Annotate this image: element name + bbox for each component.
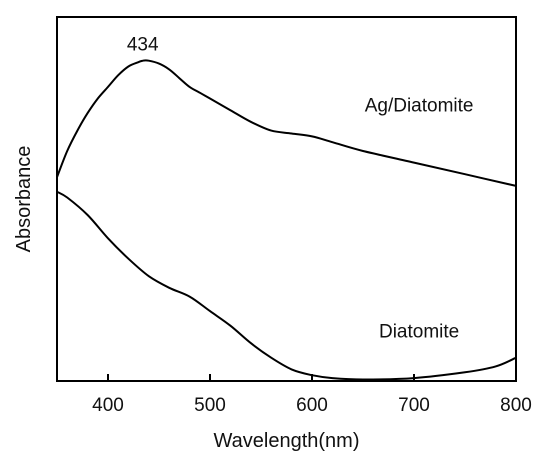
x-tick-label: 700 [398, 395, 430, 416]
x-tick-label: 500 [194, 395, 226, 416]
annotation-label: Ag/Diatomite [365, 96, 474, 117]
x-tick-label: 800 [500, 395, 532, 416]
series-line-diatomite [56, 190, 517, 381]
x-tick-label: 400 [92, 395, 124, 416]
annotation-label: Diatomite [379, 321, 459, 342]
annotation-label: 434 [127, 35, 159, 56]
y-axis-label: Absorbance [13, 146, 35, 253]
series-layer [56, 59, 517, 381]
series-line-ag-diatomite [56, 59, 517, 187]
annotation-layer: 434 Ag/Diatomite Diatomite [127, 35, 474, 343]
x-tick-label: 600 [296, 395, 328, 416]
x-axis-ticks: 400 500 600 700 800 [92, 374, 532, 416]
plot-frame [56, 16, 517, 382]
x-axis-label: Wavelength(nm) [214, 430, 360, 452]
